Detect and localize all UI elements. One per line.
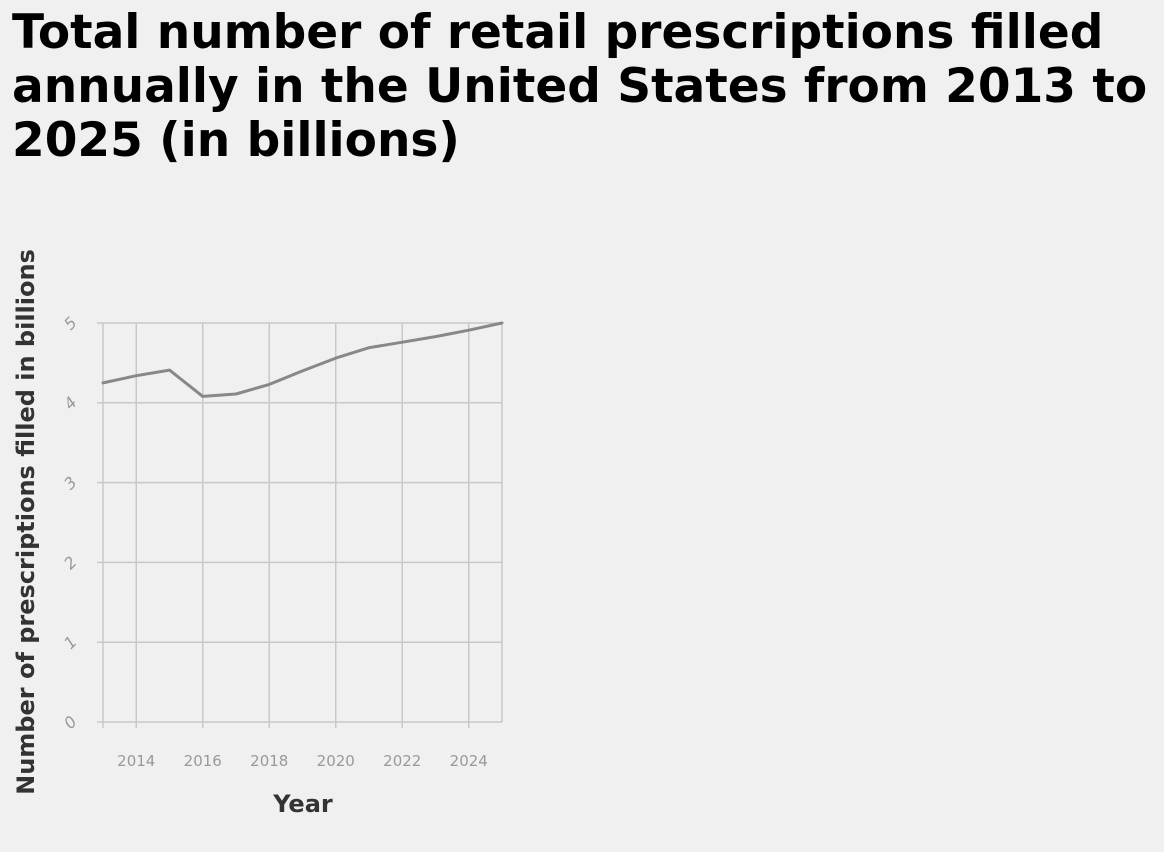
x-tick-label: 2020 (317, 752, 355, 770)
y-tick-label: 3 (60, 473, 81, 494)
x-tick-label: 2022 (383, 752, 421, 770)
y-tick-label: 4 (60, 393, 81, 414)
x-tick-label: 2024 (450, 752, 488, 770)
x-tick-label: 2018 (250, 752, 288, 770)
chart-title: Total number of retail prescriptions fil… (12, 5, 1148, 168)
series-group (101, 321, 504, 398)
y-tick-labels: 0 1 2 3 4 5 (60, 313, 81, 733)
y-tick-label: 5 (60, 313, 81, 334)
x-axis-label: Year (272, 790, 333, 818)
x-tick-label: 2014 (117, 752, 155, 770)
series-line (101, 321, 504, 398)
x-tick-label: 2016 (184, 752, 222, 770)
y-tick-label: 2 (60, 552, 81, 573)
y-tick-label: 1 (60, 632, 81, 653)
y-axis-label: Number of prescriptions filled in billio… (12, 249, 40, 795)
x-tick-labels: 2014 2016 2018 2020 2022 2024 (117, 752, 488, 770)
y-tick-label: 0 (60, 712, 81, 733)
grid (97, 322, 503, 728)
